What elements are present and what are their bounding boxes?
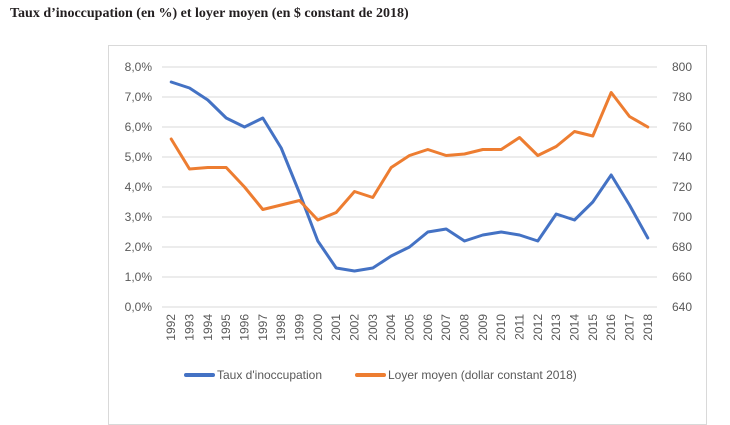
right-tick-label: 780	[672, 90, 692, 104]
right-axis-ticks: 640 660 680 700 720 740 760 780 800	[672, 60, 692, 314]
left-axis-ticks: 0,0% 1,0% 2,0% 3,0% 4,0% 5,0% 6,0% 7,0% 8,0%	[125, 60, 153, 314]
legend-line-rent	[355, 373, 386, 377]
x-tick-label: 2007	[439, 314, 453, 341]
legend-label-rent: Loyer moyen (dollar constant 2018)	[388, 368, 577, 382]
gridlines	[162, 67, 657, 307]
x-tick-label: 2018	[641, 314, 655, 341]
x-tick-label: 2008	[458, 314, 472, 341]
x-axis-ticks: 1992 1993 1994 1995 1996 1997 1998 1999 2000 2001…	[164, 314, 655, 341]
series-line-vacancy	[171, 82, 648, 271]
legend: Taux d'inoccupation Loyer moyen (dollar …	[0, 368, 730, 388]
right-tick-label: 720	[672, 180, 692, 194]
left-tick-label: 2,0%	[125, 240, 153, 254]
chart-svg: 0,0% 1,0% 2,0% 3,0% 4,0% 5,0% 6,0% 7,0% 8,0% 640…	[0, 0, 730, 403]
right-tick-label: 660	[672, 270, 692, 284]
left-tick-label: 5,0%	[125, 150, 153, 164]
x-tick-label: 1992	[164, 314, 178, 341]
x-tick-label: 2016	[604, 314, 618, 341]
left-tick-label: 6,0%	[125, 120, 153, 134]
series-lines	[171, 82, 648, 271]
x-tick-label: 2001	[329, 314, 343, 341]
left-tick-label: 4,0%	[125, 180, 153, 194]
right-tick-label: 680	[672, 240, 692, 254]
legend-item-rent: Loyer moyen (dollar constant 2018)	[355, 368, 577, 382]
x-tick-label: 2006	[421, 314, 435, 341]
right-tick-label: 800	[672, 60, 692, 74]
x-tick-label: 2003	[366, 314, 380, 341]
x-tick-label: 2009	[476, 314, 490, 341]
legend-line-vacancy	[184, 373, 215, 377]
x-tick-label: 1993	[183, 314, 197, 341]
right-tick-label: 640	[672, 300, 692, 314]
x-tick-label: 2010	[494, 314, 508, 341]
x-tick-label: 1995	[219, 314, 233, 341]
right-tick-label: 760	[672, 120, 692, 134]
left-tick-label: 7,0%	[125, 90, 153, 104]
series-line-rent	[171, 93, 648, 221]
left-tick-label: 1,0%	[125, 270, 153, 284]
x-tick-label: 2015	[586, 314, 600, 341]
x-tick-label: 1999	[293, 314, 307, 341]
x-tick-label: 2012	[531, 314, 545, 341]
x-tick-label: 1997	[256, 314, 270, 341]
x-tick-label: 2014	[568, 314, 582, 341]
x-tick-label: 2011	[513, 314, 527, 340]
left-tick-label: 8,0%	[125, 60, 153, 74]
right-tick-label: 740	[672, 150, 692, 164]
x-tick-label: 2017	[623, 314, 637, 341]
legend-label-vacancy: Taux d'inoccupation	[217, 368, 322, 382]
right-tick-label: 700	[672, 210, 692, 224]
x-tick-label: 1996	[238, 314, 252, 341]
x-tick-label: 2004	[384, 314, 398, 341]
left-tick-label: 0,0%	[125, 300, 153, 314]
x-tick-label: 2005	[403, 314, 417, 341]
x-tick-label: 2013	[549, 314, 563, 341]
left-tick-label: 3,0%	[125, 210, 153, 224]
x-tick-label: 2002	[348, 314, 362, 341]
legend-item-vacancy: Taux d'inoccupation	[184, 368, 322, 382]
x-tick-label: 1998	[274, 314, 288, 341]
x-tick-label: 1994	[201, 314, 215, 341]
x-tick-label: 2000	[311, 314, 325, 341]
